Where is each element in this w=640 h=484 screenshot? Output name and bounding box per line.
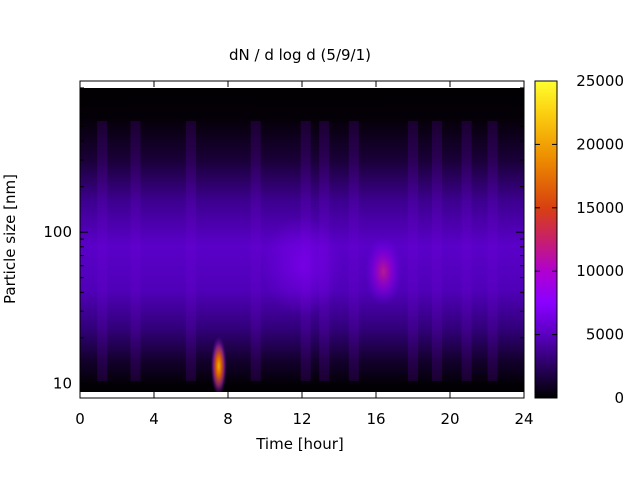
heatmap-streak: [97, 121, 108, 381]
colorbar: [534, 80, 558, 399]
colorbar-tick-label: 25000: [576, 72, 624, 90]
colorbar-tick-label: 0: [614, 389, 624, 407]
x-tick-label: 12: [292, 410, 311, 428]
heatmap-streak: [487, 121, 498, 381]
heatmap-streak: [250, 121, 261, 381]
x-tick-label: 16: [366, 410, 385, 428]
heatmap-streak: [408, 121, 418, 381]
heatmap-area: [80, 81, 524, 398]
colorbar-tick-label: 20000: [576, 135, 624, 153]
x-tick-label: 8: [223, 410, 233, 428]
heatmap-streak: [461, 121, 472, 381]
colorbar-tick-label: 5000: [586, 326, 624, 344]
colorbar-tick-label: 10000: [576, 262, 624, 280]
heatmap-hotspot: [210, 336, 227, 397]
colorbar-axis: 0 5000 10000 15000 20000 25000: [535, 72, 624, 407]
y-tick-label: 100: [43, 223, 72, 241]
chart-title: dN / d log d (5/9/1): [229, 46, 371, 64]
heatmap-streak: [186, 121, 196, 381]
x-tick-label: 24: [514, 410, 533, 428]
colorbar-tick-label: 15000: [576, 199, 624, 217]
heatmap-streak: [348, 121, 359, 381]
heatmap-hotspot: [262, 215, 342, 316]
x-axis-label: Time [hour]: [255, 435, 344, 453]
x-tick-label: 20: [440, 410, 459, 428]
heatmap-streak: [432, 121, 443, 381]
heatmap-streak: [130, 121, 141, 381]
y-tick-label: 10: [53, 374, 72, 392]
x-tick-label: 4: [149, 410, 159, 428]
x-axis: 0 4 8 12 16 20 24: [75, 81, 534, 428]
x-tick-label: 0: [75, 410, 85, 428]
y-axis: 10 100: [43, 87, 524, 399]
heatmap-hotspot: [365, 237, 402, 306]
y-axis-label: Particle size [nm]: [1, 174, 19, 304]
